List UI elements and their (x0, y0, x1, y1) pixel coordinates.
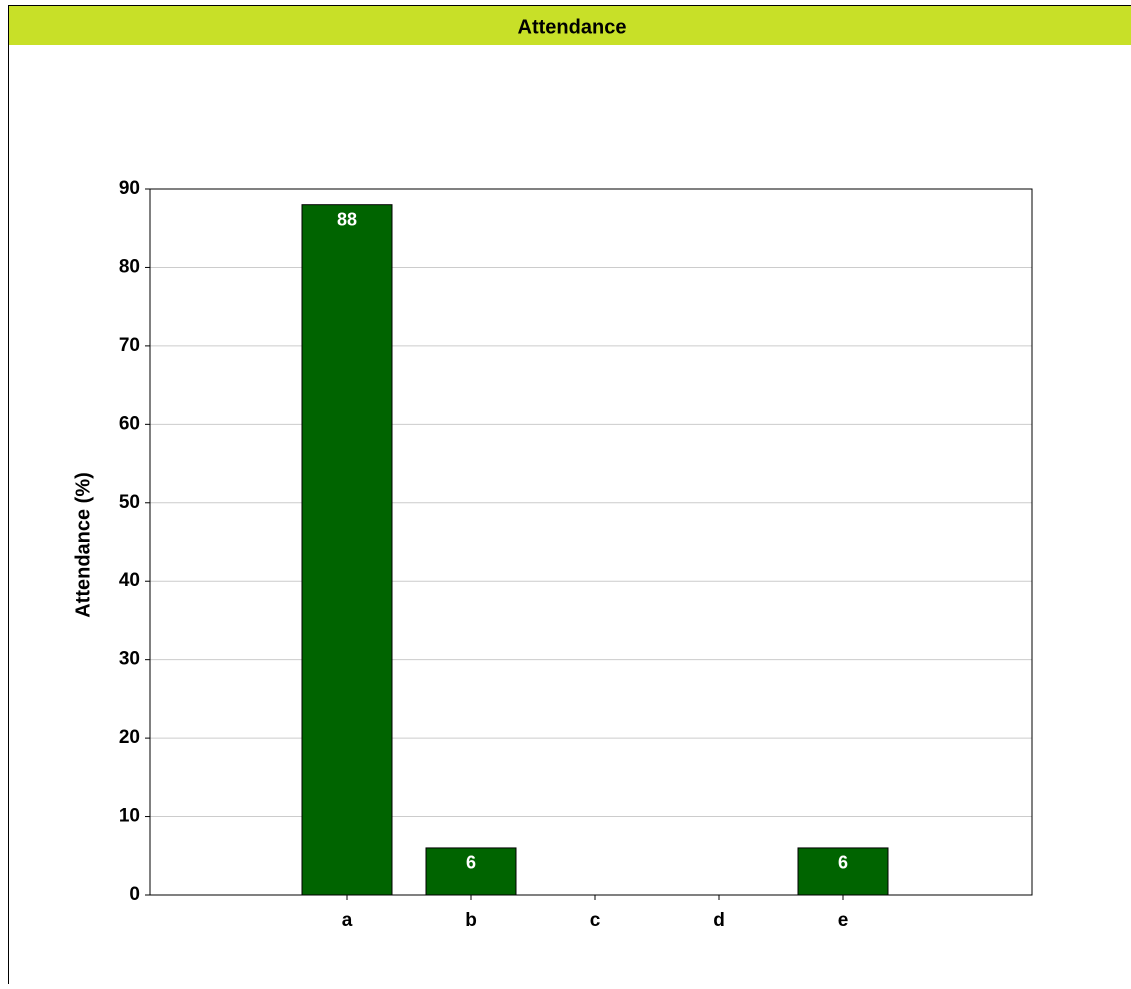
y-tick-label: 80 (119, 256, 140, 277)
y-tick-label: 40 (119, 570, 140, 591)
y-tick-label: 20 (119, 727, 140, 748)
x-tick-label: c (590, 910, 601, 931)
chart-title: Attendance (518, 16, 627, 38)
x-tick-label: a (342, 910, 353, 931)
plot-frame (149, 188, 1033, 896)
x-tick-label: b (465, 910, 477, 931)
y-tick-label: 60 (119, 413, 140, 434)
bar (301, 204, 393, 896)
y-tick-label: 10 (119, 806, 140, 827)
y-tick-label: 50 (119, 492, 140, 513)
y-tick-label: 30 (119, 649, 140, 670)
data-label: 88 (337, 209, 357, 229)
title-bar (8, 5, 1131, 45)
x-tick-label: e (838, 910, 849, 931)
y-tick-label: 90 (119, 178, 140, 199)
bar (425, 847, 517, 896)
data-label: 6 (838, 853, 848, 873)
x-tick-label: d (713, 910, 725, 931)
y-axis-label: Attendance (%) (72, 472, 94, 618)
y-tick-label: 70 (119, 335, 140, 356)
bar (797, 847, 889, 896)
data-label: 6 (466, 853, 476, 873)
y-tick-label: 0 (129, 884, 140, 905)
